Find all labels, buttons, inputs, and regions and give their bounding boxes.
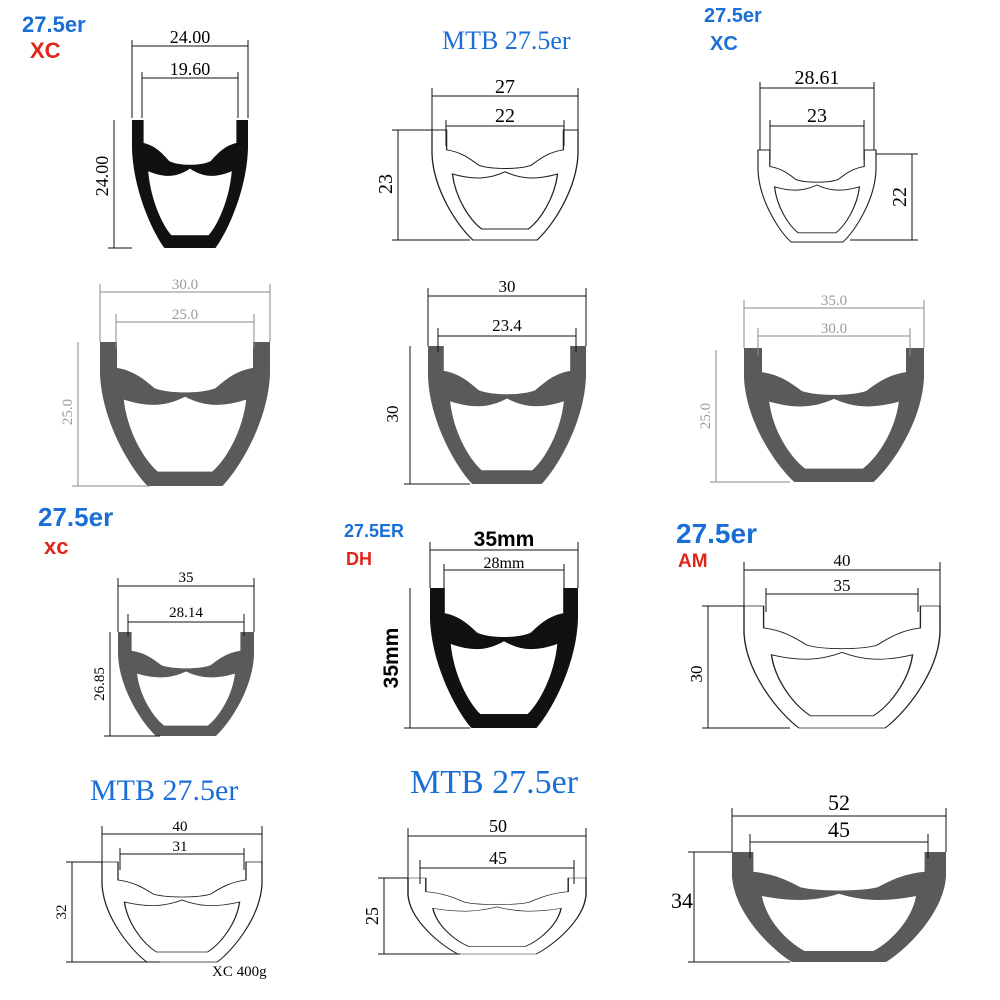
p1-outer-width: 24.00 bbox=[170, 27, 211, 47]
p10-height: 32 bbox=[54, 905, 70, 920]
p2-outer-width: 27 bbox=[495, 76, 515, 98]
p11-height: 25 bbox=[362, 907, 382, 925]
p7-heading-size: 27.5er bbox=[38, 502, 114, 532]
p12-outer-width: 52 bbox=[828, 790, 850, 815]
p1-heading-type: XC bbox=[30, 38, 61, 63]
p6-inner-width: 30.0 bbox=[821, 321, 847, 337]
p1-heading-size: 27.5er bbox=[22, 12, 86, 37]
p10-outer-width: 40 bbox=[173, 819, 188, 835]
p5-outer-width: 30 bbox=[499, 277, 516, 296]
p11-outer-width: 50 bbox=[489, 816, 507, 836]
p10-heading: MTB 27.5er bbox=[90, 774, 239, 807]
rim-profile-p4: 30.0 25.0 25.0 bbox=[60, 277, 271, 487]
p8-heading-type: DH bbox=[346, 549, 372, 569]
p2-inner-width: 22 bbox=[495, 105, 515, 127]
p7-heading-type: xc bbox=[44, 534, 69, 559]
rim-profile-p11: 50 45 25 bbox=[362, 816, 587, 955]
p11-inner-width: 45 bbox=[489, 848, 507, 868]
p9-heading-type: AM bbox=[678, 551, 708, 572]
rim-profile-p9: 40 35 30 bbox=[687, 551, 941, 729]
p6-height: 25.0 bbox=[698, 403, 714, 429]
rim-profile-p6: 35.0 30.0 25.0 bbox=[698, 293, 925, 483]
p6-outer-width: 35.0 bbox=[821, 293, 847, 309]
p3-heading-size: 27.5er bbox=[704, 5, 762, 27]
p5-height: 30 bbox=[383, 406, 402, 423]
p8-height: 35mm bbox=[380, 628, 403, 689]
p5-inner-width: 23.4 bbox=[492, 316, 522, 335]
rim-profile-p8: 35mm 28mm 35mm bbox=[380, 528, 579, 729]
p7-outer-width: 35 bbox=[179, 570, 194, 586]
p3-height: 22 bbox=[889, 187, 911, 207]
p1-height: 24.00 bbox=[92, 156, 112, 197]
rim-profile-p2: 27 22 23 bbox=[375, 76, 579, 241]
p8-inner-width: 28mm bbox=[484, 555, 525, 572]
p9-height: 30 bbox=[687, 666, 706, 683]
rim-profile-p5: 30 23.4 30 bbox=[383, 277, 587, 485]
p11-heading: MTB 27.5er bbox=[410, 764, 579, 801]
p9-heading-size: 27.5er bbox=[676, 518, 757, 549]
p9-outer-width: 40 bbox=[834, 551, 851, 570]
p4-inner-width: 25.0 bbox=[172, 307, 198, 323]
rim-profile-p3: 28.61 23 22 bbox=[757, 67, 918, 243]
p4-height: 25.0 bbox=[60, 399, 76, 425]
p8-outer-width: 35mm bbox=[474, 528, 535, 551]
p1-inner-width: 19.60 bbox=[170, 59, 211, 79]
p10-note: XC 400g bbox=[212, 964, 267, 980]
rim-profile-p7: 35 28.14 26.85 bbox=[92, 570, 255, 737]
p7-height: 26.85 bbox=[92, 667, 108, 701]
p3-outer-width: 28.61 bbox=[795, 67, 840, 89]
p12-height: 34 bbox=[671, 888, 693, 913]
p3-heading-type: XC bbox=[710, 33, 738, 55]
rim-profile-p12: 52 45 34 bbox=[671, 790, 947, 963]
rim-profile-p1: 24.00 19.60 24.00 bbox=[92, 27, 249, 249]
p2-heading: MTB 27.5er bbox=[442, 26, 571, 55]
p9-inner-width: 35 bbox=[834, 576, 851, 595]
p8-heading-size: 27.5ER bbox=[344, 521, 405, 541]
p3-inner-width: 23 bbox=[807, 105, 827, 127]
p7-inner-width: 28.14 bbox=[169, 605, 203, 621]
rim-profile-p10: 40 31 32 XC 400g bbox=[54, 819, 267, 980]
p4-outer-width: 30.0 bbox=[172, 277, 198, 293]
p10-inner-width: 31 bbox=[173, 839, 188, 855]
p2-height: 23 bbox=[375, 174, 397, 194]
p12-inner-width: 45 bbox=[828, 817, 850, 842]
